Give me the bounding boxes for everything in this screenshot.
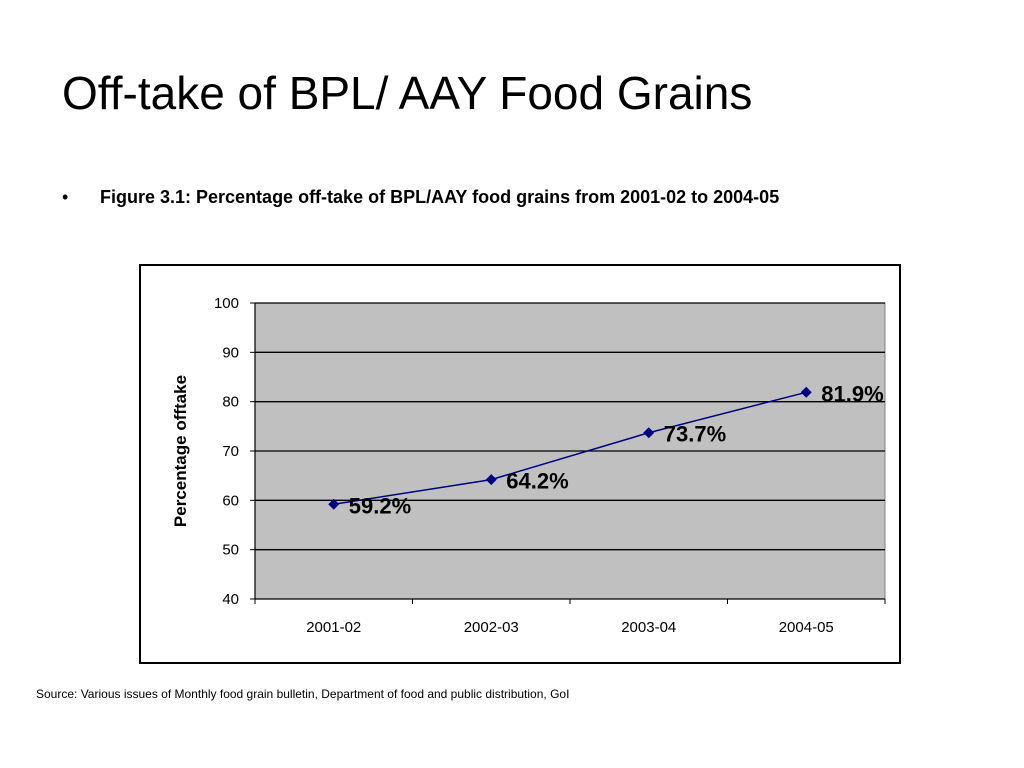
data-point-marker: [328, 498, 340, 510]
data-labels: 59.2% 64.2% 73.7% 81.9%: [349, 381, 884, 518]
data-point-marker: [800, 386, 812, 398]
data-point-marker: [643, 427, 655, 439]
y-tick-label: 70: [222, 443, 239, 460]
y-axis-label: Percentage offtake: [171, 375, 190, 527]
figure-caption: Figure 3.1: Percentage off-take of BPL/A…: [100, 187, 780, 207]
y-tick-label: 80: [222, 394, 239, 411]
x-tick-label: 2002-03: [464, 619, 519, 636]
y-tick-label: 60: [222, 492, 239, 509]
slide-title: Off-take of BPL/ AAY Food Grains: [62, 67, 753, 119]
y-tick-label: 90: [222, 344, 239, 361]
data-label: 81.9%: [821, 381, 883, 406]
data-point-marker: [485, 474, 497, 486]
data-label: 64.2%: [506, 469, 568, 494]
y-tick-label: 50: [222, 542, 239, 559]
series-line: [333, 391, 807, 506]
x-axis: 2001-02 2002-03 2003-04 2004-05: [254, 598, 886, 636]
y-axis: 40 50 60 70 80 90 100: [214, 295, 256, 608]
data-label: 73.7%: [664, 422, 726, 447]
figure-caption-bullet: • Figure 3.1: Percentage off-take of BPL/…: [62, 187, 779, 208]
chart-frame: 40 50 60 70 80 90 100 2001-02 2002-03 2003-04 200…: [139, 264, 901, 664]
bullet-symbol: •: [62, 187, 69, 207]
x-tick-label: 2003-04: [621, 619, 676, 636]
y-tick-label: 100: [214, 295, 239, 312]
data-label: 59.2%: [349, 493, 411, 518]
x-tick-label: 2001-02: [306, 619, 361, 636]
x-tick-label: 2004-05: [779, 619, 834, 636]
source-note: Source: Various issues of Monthly food g…: [36, 687, 570, 701]
series-line-group: [328, 386, 812, 510]
y-tick-label: 40: [222, 591, 239, 608]
